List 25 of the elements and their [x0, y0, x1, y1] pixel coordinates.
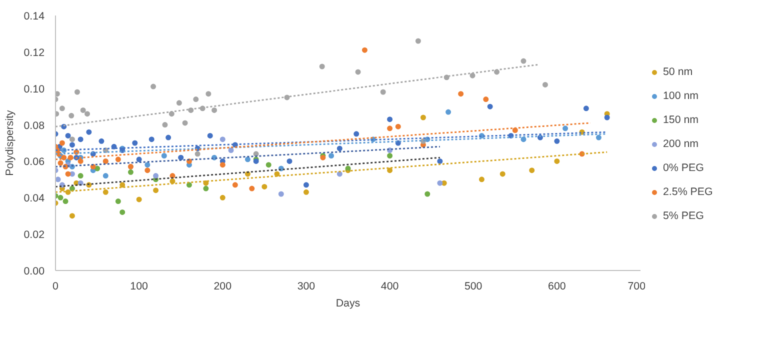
y-tick-label: 0.02 — [24, 229, 45, 242]
x-tick-label: 300 — [297, 280, 316, 292]
x-axis-title: Days — [336, 298, 360, 310]
x-tick-label: 500 — [464, 280, 482, 292]
x-tick-label: 0 — [52, 280, 59, 292]
x-tick-label: 200 — [214, 280, 232, 292]
legend-label: 5% PEG — [663, 210, 704, 222]
x-tick-label: 100 — [130, 280, 148, 292]
y-tick-label: 0.06 — [24, 156, 45, 168]
y-tick-label: 0.12 — [24, 46, 45, 59]
legend-label: 200 nm — [663, 138, 699, 150]
x-tick-label: 400 — [380, 280, 399, 292]
y-tick-label: 0.10 — [24, 83, 45, 96]
legend-label: 0% PEG — [663, 162, 704, 174]
x-tick-label: 600 — [548, 280, 566, 292]
y-tick-label: 0.08 — [24, 120, 45, 132]
legend-label: 100 nm — [663, 90, 699, 102]
legend-label: 150 nm — [663, 114, 699, 126]
y-tick-label: 0.00 — [24, 266, 45, 278]
y-axis-title: Polydispersity — [4, 109, 16, 176]
x-tick-label: 700 — [628, 280, 646, 292]
y-tick-label: 0.14 — [24, 10, 45, 22]
legend-label: 2.5% PEG — [663, 186, 713, 198]
y-tick-label: 0.04 — [24, 192, 45, 205]
legend-label: 50 nm — [663, 66, 693, 78]
